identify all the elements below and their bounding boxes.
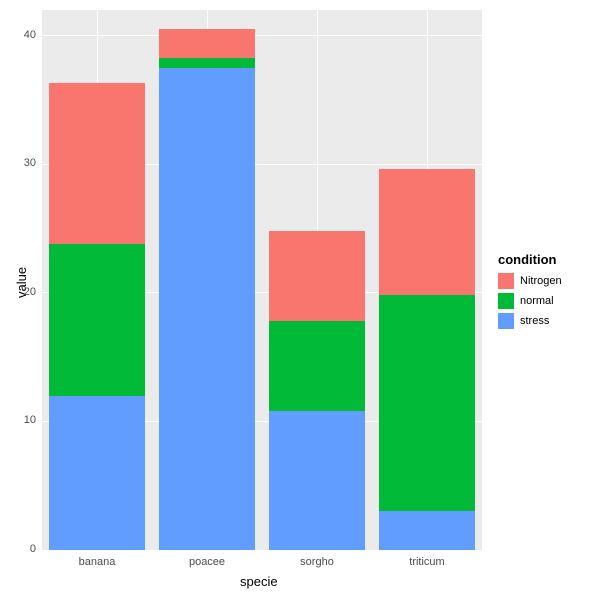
y-tick-label: 10: [24, 414, 36, 426]
x-tick-label: banana: [57, 556, 137, 568]
legend-key: [498, 313, 514, 329]
legend: condition Nitrogen normal stress: [498, 252, 562, 333]
bar-segment: [159, 68, 256, 550]
bar-segment: [49, 396, 146, 550]
legend-item: stress: [498, 313, 562, 329]
legend-label: normal: [520, 295, 554, 307]
legend-label: stress: [520, 315, 549, 327]
bar-segment: [269, 411, 366, 550]
legend-label: Nitrogen: [520, 275, 562, 287]
legend-item: Nitrogen: [498, 273, 562, 289]
y-tick-label: 0: [30, 543, 36, 555]
legend-swatch: [498, 313, 514, 329]
bar-segment: [269, 231, 366, 321]
plot-panel: [42, 10, 482, 550]
x-axis-title: specie: [240, 574, 278, 589]
bar-segment: [269, 321, 366, 411]
legend-swatch: [498, 293, 514, 309]
bar-segment: [49, 244, 146, 396]
legend-key: [498, 293, 514, 309]
bar-segment: [159, 29, 256, 57]
bar-segment: [379, 511, 476, 550]
legend-swatch: [498, 273, 514, 289]
bar-segment: [49, 83, 146, 244]
y-tick-label: 30: [24, 157, 36, 169]
x-tick-label: sorgho: [277, 556, 357, 568]
figure: value specie condition Nitrogennormalstr…: [0, 0, 600, 607]
legend-title: condition: [498, 252, 562, 267]
legend-item: normal: [498, 293, 562, 309]
legend-key: [498, 273, 514, 289]
bar-segment: [159, 58, 256, 68]
grid-line: [42, 35, 482, 36]
bar-segment: [379, 169, 476, 295]
x-tick-label: triticum: [387, 556, 467, 568]
y-tick-label: 20: [24, 286, 36, 298]
y-tick-label: 40: [24, 29, 36, 41]
x-tick-label: poacee: [167, 556, 247, 568]
bar-segment: [379, 295, 476, 511]
